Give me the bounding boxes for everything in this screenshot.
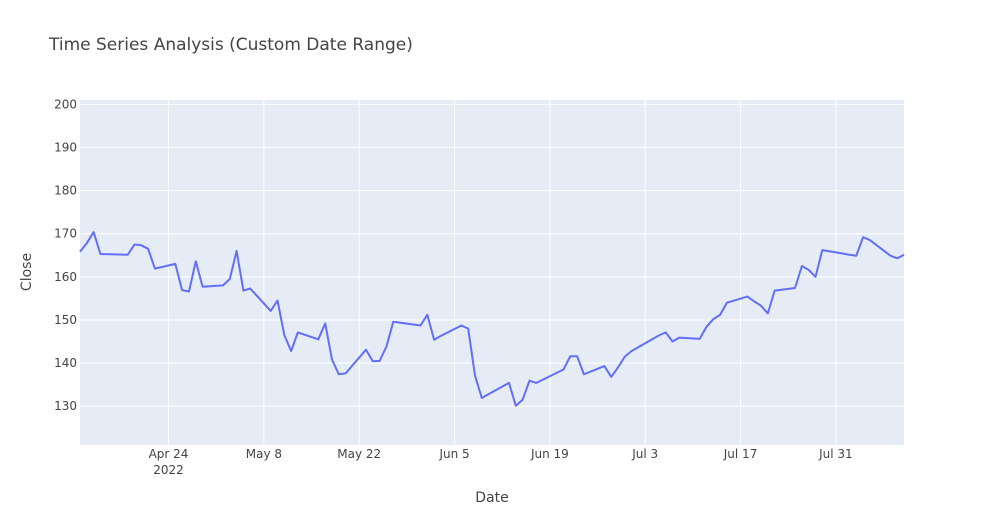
y-tick-label: 190 [54,140,77,154]
y-tick-label: 140 [54,356,77,370]
y-tick-label: 180 [54,184,77,198]
chart-title: Time Series Analysis (Custom Date Range) [48,35,413,55]
y-tick-label: 170 [54,227,77,241]
series-line [79,231,905,407]
x-tick-year-label: 2022 [153,463,184,477]
x-tick-label: May 8 [246,447,282,461]
y-tick-label: 150 [54,313,77,327]
x-axis-label: Date [475,490,508,506]
x-axis-ticks: Apr 24 2022 May 8 May 22 Jun 5 Jun 19 Jul 3 Jul… [149,447,853,477]
y-tick-label: 200 [54,97,77,111]
x-tick-label: Jul 3 [631,447,658,461]
x-tick-label: Jun 5 [438,447,469,461]
x-tick-label: Jul 31 [818,447,853,461]
y-axis-label: Close [19,253,35,291]
grid-lines [80,100,904,445]
x-tick-label: May 22 [337,447,381,461]
y-tick-label: 130 [54,399,77,413]
y-tick-label: 160 [54,270,77,284]
x-tick-label: Apr 24 [149,447,189,461]
x-tick-label: Jun 19 [530,447,569,461]
x-tick-label: Jul 17 [723,447,758,461]
plot-area [80,100,904,445]
y-axis-ticks: 130 140 150 160 170 180 190 200 [54,97,77,413]
